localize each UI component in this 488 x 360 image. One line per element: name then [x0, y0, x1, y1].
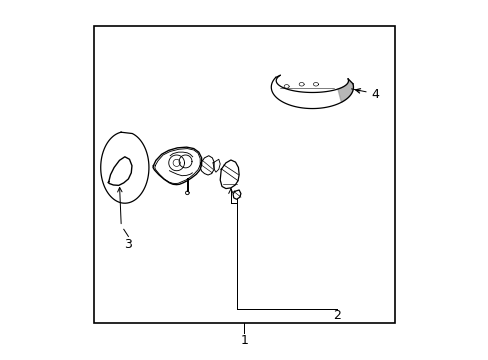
Polygon shape: [337, 79, 353, 102]
Text: 4: 4: [370, 88, 378, 101]
Text: 2: 2: [333, 309, 341, 322]
Bar: [94, 26, 394, 323]
Text: 3: 3: [124, 238, 132, 251]
Text: 1: 1: [240, 334, 248, 347]
